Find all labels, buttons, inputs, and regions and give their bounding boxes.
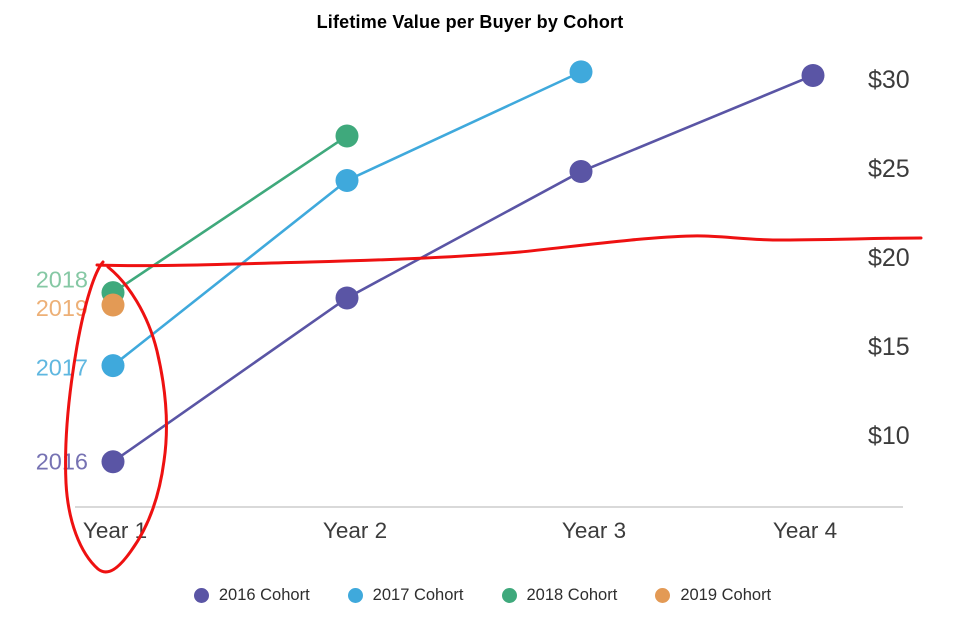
data-point-2016-cohort-year-4	[801, 63, 825, 87]
data-point-2016-cohort-year-3	[569, 160, 593, 184]
legend-label-2016: 2016 Cohort	[218, 586, 310, 604]
data-point-2016-cohort-year-2	[335, 286, 359, 310]
legend-item-2019-cohort: 2019 Cohort	[655, 586, 771, 605]
series-line-2016-cohort	[112, 74, 814, 463]
chart-legend: 2016 Cohort 2017 Cohort 2018 Cohort 2019…	[0, 586, 965, 605]
legend-label-2017: 2017 Cohort	[372, 586, 464, 604]
series-line-2018-cohort	[112, 134, 348, 294]
series-start-label-2018: 2018	[36, 267, 88, 293]
y-tick-label-15: $15	[868, 333, 910, 361]
annotation-red-circle-year-1	[64, 260, 168, 574]
x-tick-label-3: Year 3	[562, 518, 626, 543]
y-tick-label-10: $10	[868, 422, 910, 450]
y-tick-label-25: $25	[868, 155, 910, 183]
data-point-2016-cohort-year-1	[101, 450, 125, 474]
series-line-2017-cohort	[112, 70, 582, 367]
series-start-label-2019: 2019	[36, 295, 88, 321]
legend-item-2017-cohort: 2017 Cohort	[347, 586, 464, 605]
legend-label-2018: 2018 Cohort	[526, 586, 618, 604]
x-tick-label-4: Year 4	[773, 518, 837, 543]
data-point-2018-cohort-year-2	[335, 124, 359, 148]
y-tick-label-30: $30	[868, 66, 910, 94]
legend-item-2016-cohort: 2016 Cohort	[193, 586, 310, 605]
chart-title: Lifetime Value per Buyer by Cohort	[316, 12, 624, 32]
legend-dot-2017-icon	[347, 588, 363, 603]
x-tick-label-1: Year 1	[83, 518, 147, 543]
series-start-label-2016: 2016	[36, 449, 88, 475]
legend-item-2018-cohort: 2018 Cohort	[501, 586, 618, 605]
legend-dot-2019-icon	[655, 588, 671, 603]
data-point-2019-cohort-year-1	[101, 293, 125, 317]
data-point-2017-cohort-year-2	[335, 168, 359, 192]
data-point-2017-cohort-year-1	[101, 354, 125, 378]
x-tick-label-2: Year 2	[323, 518, 387, 543]
y-tick-label-20: $20	[868, 244, 910, 272]
legend-label-2019: 2019 Cohort	[680, 586, 772, 604]
series-start-label-2017: 2017	[36, 355, 88, 381]
legend-dot-2016-icon	[193, 588, 209, 603]
data-point-2017-cohort-year-3	[569, 60, 593, 84]
legend-dot-2018-icon	[501, 588, 517, 603]
annotation-red-line-at-20	[95, 234, 923, 268]
